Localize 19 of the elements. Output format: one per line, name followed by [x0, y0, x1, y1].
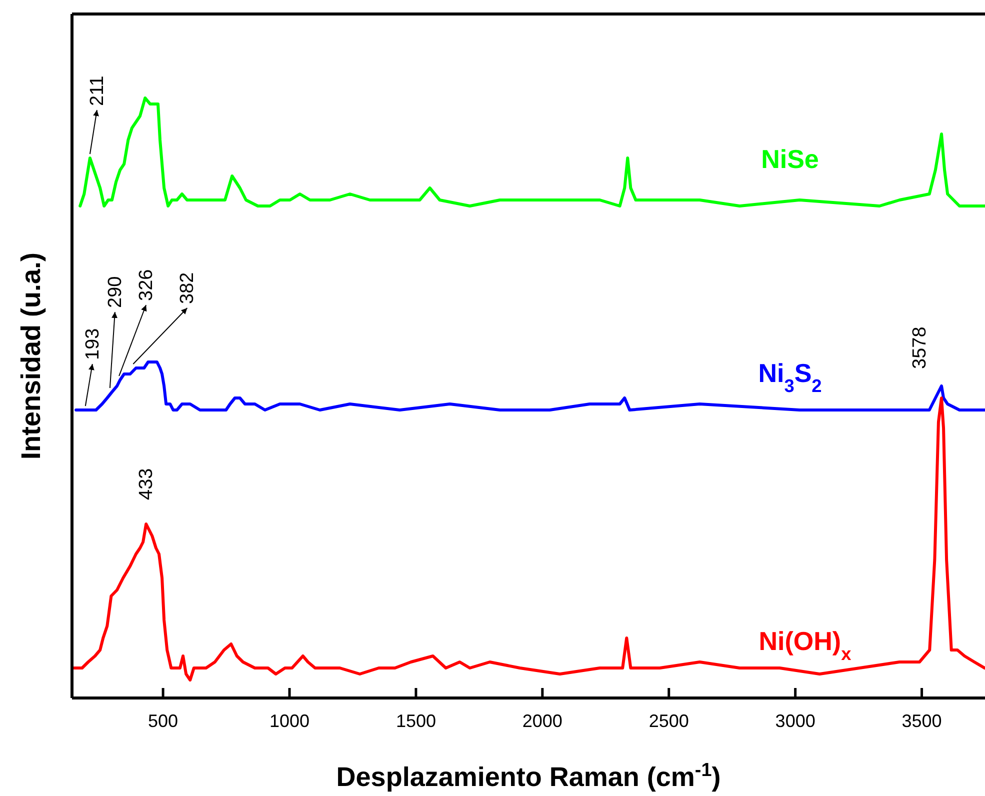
- annotation: 382: [177, 272, 198, 304]
- x-tick-label: 3500: [902, 710, 942, 731]
- x-tick-label: 3000: [775, 710, 816, 731]
- x-tick-label: 2000: [522, 710, 562, 731]
- x-tick-label: 1500: [396, 710, 436, 731]
- series-label: NiSe: [761, 144, 819, 174]
- annotation: 211: [86, 76, 108, 106]
- annotation: 433: [136, 468, 158, 500]
- annotation: 326: [136, 269, 158, 301]
- x-tick-label: 1000: [269, 710, 310, 731]
- series-label: Ni$_{3}$S$_{2}$: [758, 358, 822, 396]
- x-tick-label: 500: [148, 710, 178, 731]
- x-tick-label: 2500: [648, 710, 689, 731]
- y-axis-title: Intensidad (u.a.): [16, 252, 46, 460]
- x-axis-title: Desplazamiento Raman (cm$^{-1}$): [336, 760, 721, 792]
- annotation: 3578: [910, 326, 930, 369]
- series-label: Ni(OH)$_{x}$: [758, 626, 852, 664]
- annotation: 290: [104, 276, 126, 308]
- annotation: 193: [82, 328, 104, 360]
